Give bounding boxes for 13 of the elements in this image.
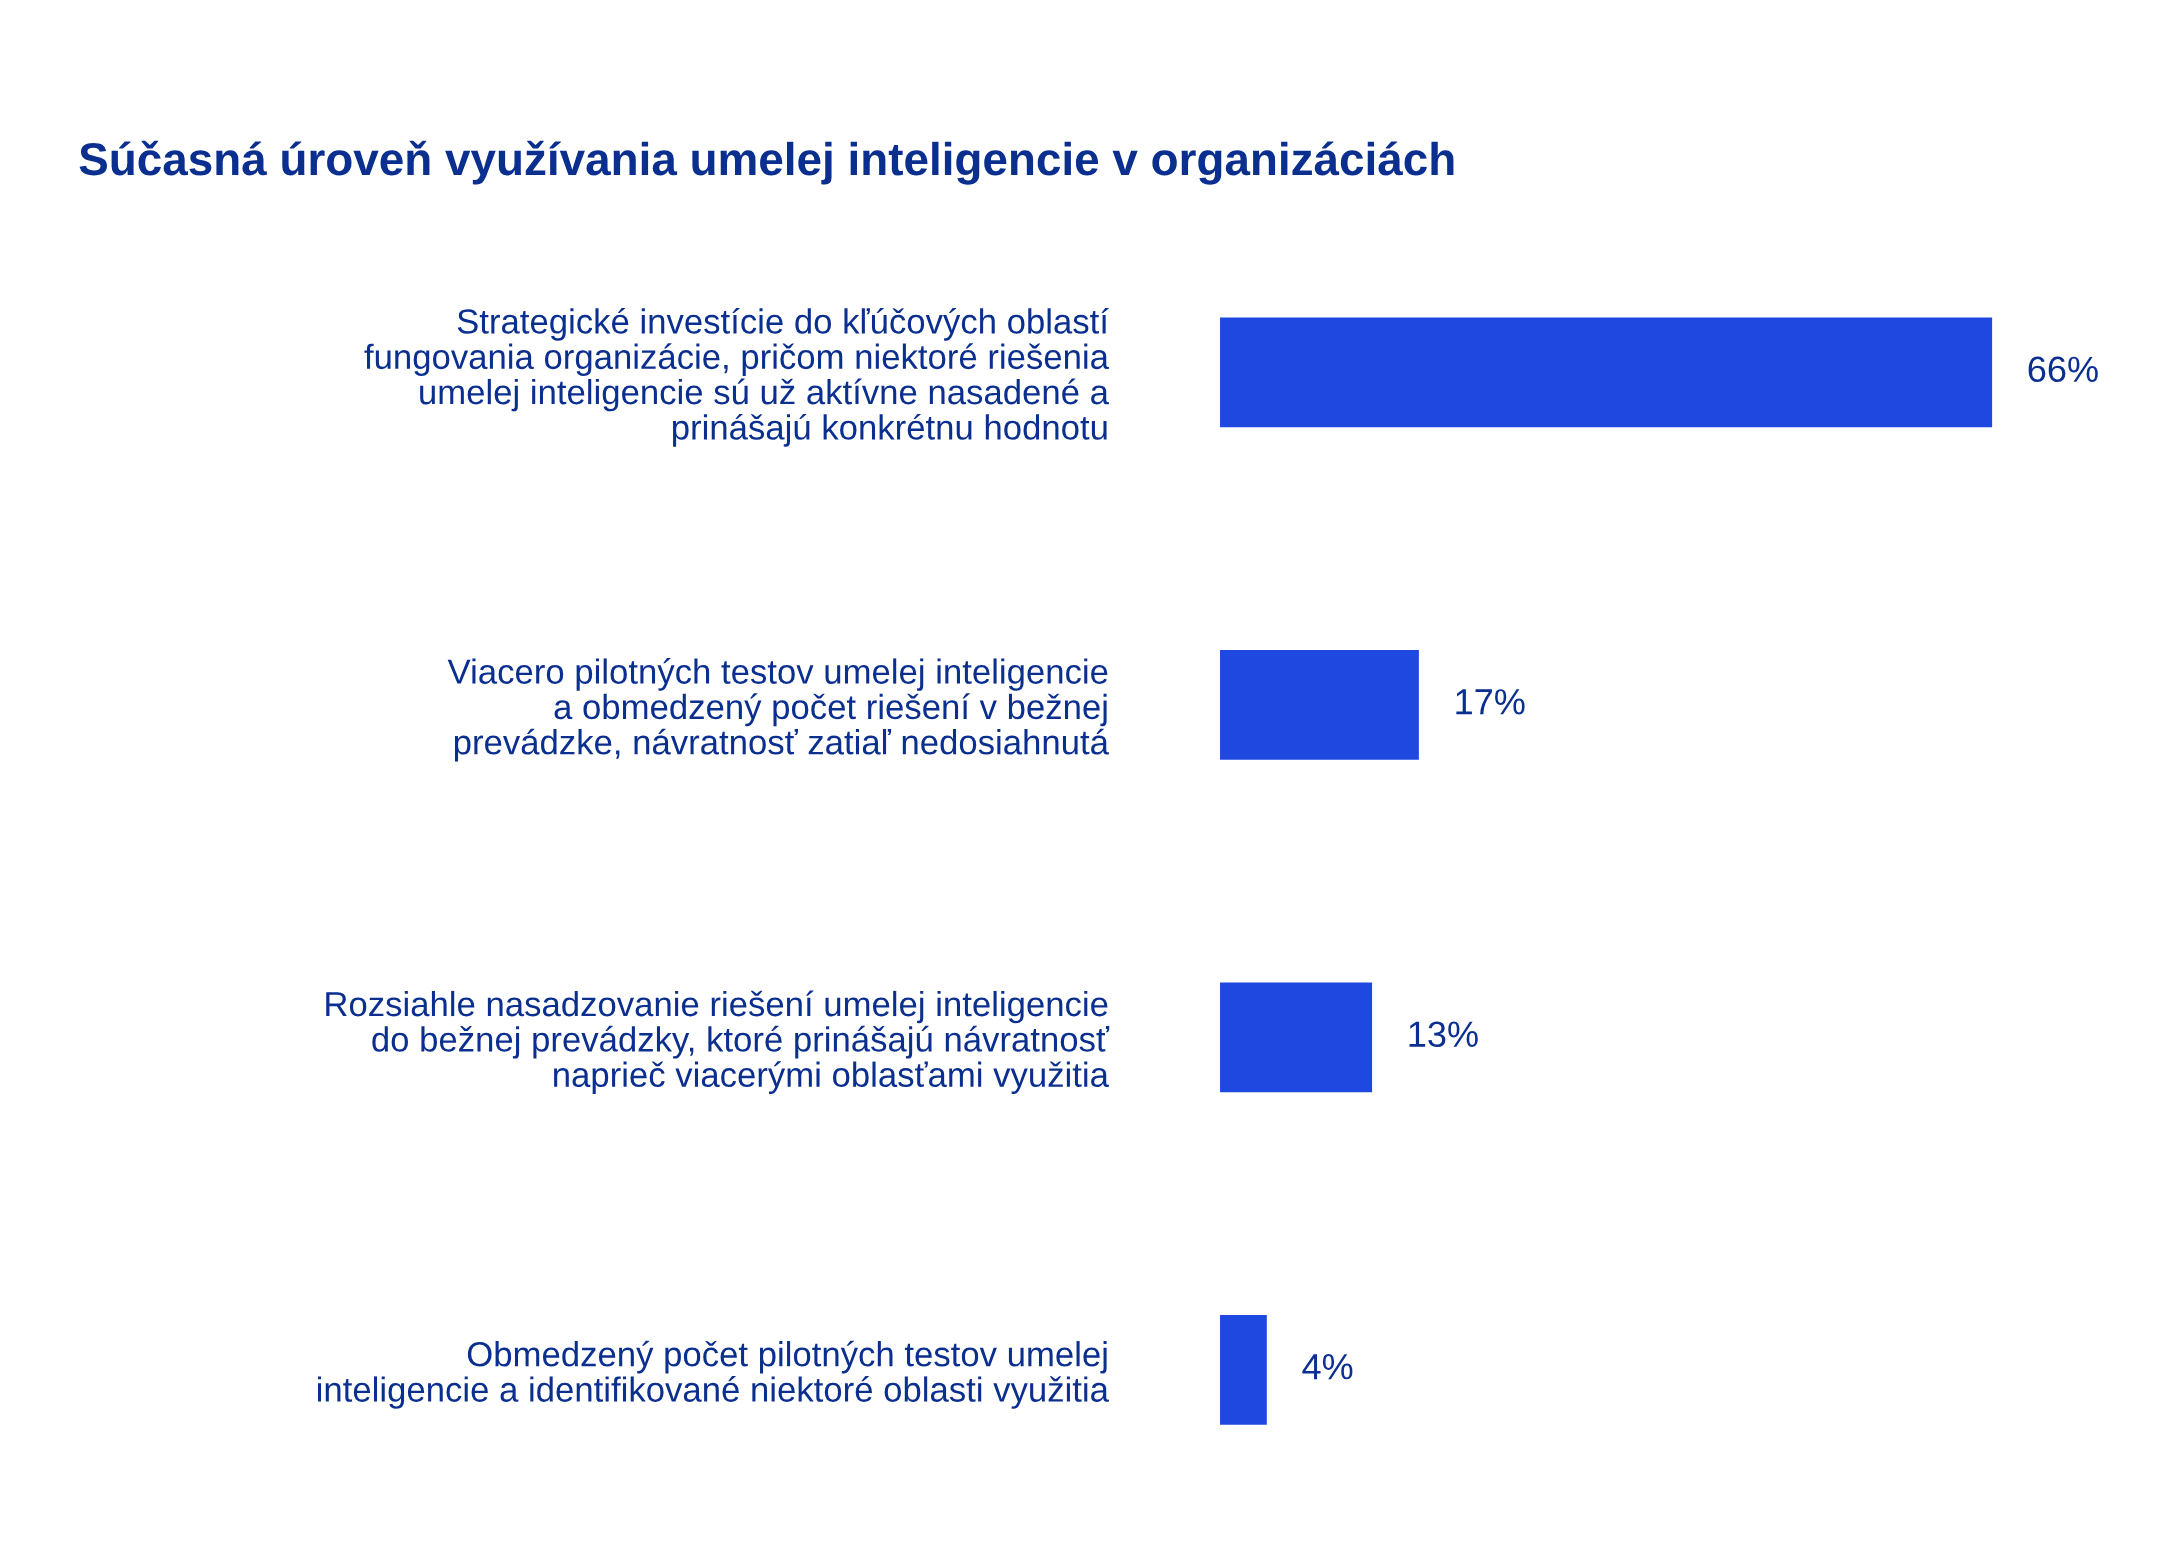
bar <box>1220 982 1373 1093</box>
bar <box>1220 650 1419 760</box>
text: Súčasná úroveň využívania umelej inteligencie v organizáciách <box>79 140 1454 185</box>
bar <box>1220 317 1993 428</box>
y-tick-label: Obmedzený počet pilotných testov umelej inteligencie a identifikované niektoré oblasti využitia <box>317 1340 1109 1409</box>
y-tick-label: Rozsiahle nasadzovanie riešení umelej inteligencie do bežnej prevádzky, ktoré prinášajú návratnosť naprieč viacerými oblasťami využitia <box>326 990 1110 1094</box>
data-label: 66% <box>2028 356 2098 383</box>
y-tick-label: Strategické investície do kľúčových oblastí fungovania organizácie, pričom niektoré riešenia umelej inteligencie sú už aktívne nasadené a prinášajú konkrétnu hodnotu <box>364 307 1109 447</box>
data-label: 13% <box>1409 1021 1478 1048</box>
y-tick-label: Viacero pilotných testov umelej inteligencie a obmedzený počet riešení v bežnej prevádzke, návratnosť zatiaľ nedosiahnutá <box>447 658 1109 762</box>
bar <box>1220 1314 1267 1425</box>
data-label: 4% <box>1302 1354 1353 1380</box>
data-label: 17% <box>1456 689 1525 715</box>
